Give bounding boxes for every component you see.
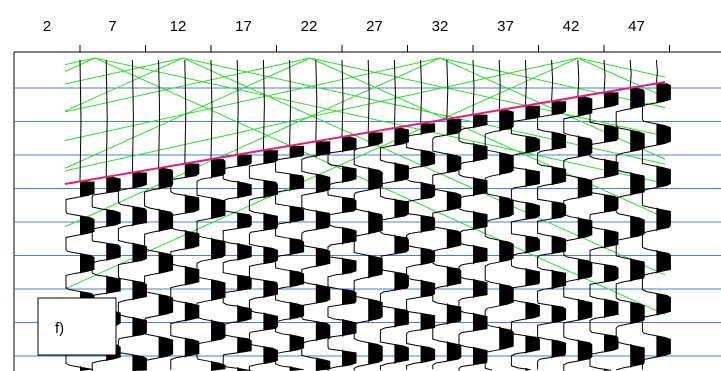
trace-pre: [236, 59, 239, 155]
trace: [641, 83, 671, 370]
trace: [353, 132, 383, 371]
green-line: [309, 57, 666, 137]
trace-pre: [210, 59, 213, 160]
trace-fill: [368, 132, 383, 371]
trace-pre: [158, 59, 161, 169]
trace-fill: [80, 181, 94, 371]
trace-pre: [289, 59, 292, 146]
trace-fill: [630, 87, 645, 371]
trace-fill: [132, 172, 147, 371]
top-axis: 2 7 12 17 22 27 32 37 42 47: [43, 18, 670, 52]
trace: [170, 163, 200, 370]
panel-label-box: [37, 297, 117, 356]
trace-pre: [393, 59, 396, 129]
trace: [484, 109, 514, 371]
trace: [379, 127, 409, 371]
axis-label: 2: [43, 18, 51, 35]
axis-label: 42: [563, 18, 580, 35]
trace-fill: [342, 136, 356, 371]
axis-label: 7: [108, 18, 116, 35]
panel-label: f): [55, 320, 64, 337]
green-line: [64, 57, 184, 112]
trace: [510, 105, 540, 371]
green-line: [64, 57, 441, 228]
axis-label: 22: [301, 18, 318, 35]
trace-fill: [184, 163, 199, 371]
trace: [144, 167, 174, 371]
green-line: [577, 57, 666, 98]
green-line: [64, 57, 311, 113]
trace: [117, 172, 147, 371]
trace: [248, 150, 278, 371]
trace-fill: [315, 141, 330, 371]
first-break: [64, 81, 666, 185]
green-line: [64, 57, 579, 172]
green-line: [577, 57, 666, 78]
green-line: [64, 57, 184, 85]
trace: [327, 136, 357, 371]
axis-label: 17: [235, 18, 252, 35]
trace-pre: [367, 59, 370, 133]
trace-pre: [524, 59, 527, 106]
trace-fill: [499, 110, 514, 371]
trace: [537, 101, 567, 370]
trace-pre: [629, 59, 632, 88]
trace-pre: [472, 59, 475, 115]
trace: [563, 96, 593, 371]
axis-label: 32: [432, 18, 449, 35]
trace: [222, 154, 252, 371]
trace-pre: [315, 59, 318, 142]
trace-fill: [158, 168, 173, 371]
trace: [301, 141, 331, 370]
trace-pre: [131, 59, 134, 173]
trace-fill: [473, 114, 487, 371]
traces: [64, 59, 671, 371]
trace-fill: [237, 154, 252, 371]
trace-pre: [341, 59, 344, 137]
trace-pre: [420, 59, 423, 124]
trace-pre: [551, 59, 554, 102]
trace-pre: [79, 59, 82, 182]
trace: [458, 114, 488, 371]
trace-pre: [498, 59, 501, 111]
green-line: [182, 57, 666, 165]
trace: [615, 87, 645, 371]
trace-fill: [211, 159, 225, 371]
trace-fill: [656, 83, 671, 371]
trace: [406, 123, 436, 370]
trace: [275, 145, 305, 371]
axis-label: 27: [366, 18, 383, 35]
trace-pre: [105, 59, 108, 178]
green-line: [94, 57, 666, 184]
trace-pre: [446, 59, 449, 120]
trace-pre: [262, 59, 265, 151]
trace-fill: [420, 123, 435, 371]
trace-pre: [184, 59, 187, 164]
trace: [196, 158, 226, 370]
trace-pre: [577, 59, 580, 97]
trace-pre: [603, 59, 606, 93]
axis-label: 37: [497, 18, 514, 35]
trace-fill: [289, 145, 304, 371]
plot-frame: [13, 51, 721, 371]
trace: [589, 92, 619, 371]
trace: [432, 119, 462, 370]
trace-fill: [446, 119, 461, 371]
green-line: [64, 57, 441, 141]
trace-pre: [655, 59, 658, 84]
axis-label: 47: [628, 18, 645, 35]
axis-label: 12: [170, 18, 187, 35]
